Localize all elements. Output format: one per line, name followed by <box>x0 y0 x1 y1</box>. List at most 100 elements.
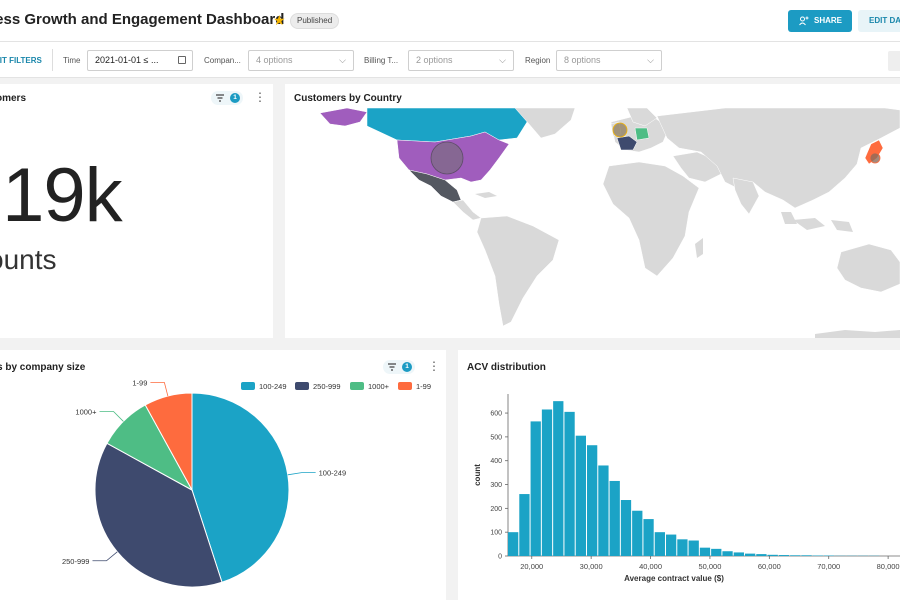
chevron-down-icon: ⌵ <box>339 55 346 65</box>
map-region-india <box>732 177 760 215</box>
pie-slice-1-99[interactable] <box>144 392 193 491</box>
x-tick-label: 50,000 <box>698 562 721 571</box>
map-region-usa-alaska <box>319 108 368 127</box>
big-number-subtitle: ounts <box>0 244 57 275</box>
share-label: SHARE <box>814 16 843 25</box>
time-filter-input[interactable]: 2021-01-01 ≤ ... <box>87 50 193 71</box>
more-filters-button[interactable] <box>888 51 900 71</box>
histogram-bar[interactable] <box>677 539 688 556</box>
histogram-bar[interactable] <box>756 554 767 556</box>
edit-dashboard-button[interactable]: EDIT DA <box>858 10 900 32</box>
world-map[interactable] <box>285 108 900 338</box>
y-tick-label: 400 <box>490 458 502 465</box>
map-region-australia <box>836 243 900 293</box>
pie-leader-line <box>99 411 124 422</box>
histogram-bar[interactable] <box>609 480 620 556</box>
edit-filters-button[interactable]: DIT FILTERS <box>0 56 42 65</box>
chevron-down-icon: ⌵ <box>647 55 654 65</box>
acv-distribution-panel: ACV distribution 0 100 200 300 400 500 600 20,0… <box>458 350 900 600</box>
share-button[interactable]: SHARE <box>788 10 852 32</box>
pie-slice-label: 250-999 <box>62 557 90 566</box>
histogram-bar[interactable] <box>575 435 586 556</box>
histogram-bar[interactable] <box>778 555 790 556</box>
map-region-france <box>616 135 638 151</box>
histogram-bar[interactable] <box>508 532 519 556</box>
acv-histogram[interactable]: 0 100 200 300 400 500 600 20,000 30,000 40,000 50,… <box>458 350 900 600</box>
filter-count-badge: 1 <box>402 362 412 372</box>
time-filter-value: 2021-01-01 ≤ ... <box>95 55 159 65</box>
histogram-bar[interactable] <box>564 411 575 556</box>
billing-filter-placeholder: 2 options <box>416 55 453 65</box>
histogram-bar[interactable] <box>744 553 756 556</box>
size-panel-title: s by company size <box>0 362 86 373</box>
y-tick-label: 600 <box>490 411 502 418</box>
legend-swatch <box>241 382 255 390</box>
y-tick-label: 200 <box>490 506 502 513</box>
legend-label[interactable]: 1000+ <box>368 382 390 391</box>
panel-filter-indicator[interactable]: 1 <box>383 360 415 374</box>
company-size-pie-chart[interactable]: 100-249 250-999 1000+ 1-99 100-249 250-999 100… <box>0 350 446 600</box>
y-tick-label: 0 <box>498 554 502 561</box>
region-filter-placeholder: 8 options <box>564 55 601 65</box>
x-tick-label: 80,000 <box>877 562 900 571</box>
legend-label[interactable]: 250-999 <box>313 382 341 391</box>
legend-label[interactable]: 1-99 <box>416 382 431 391</box>
histogram-bar[interactable] <box>665 534 677 556</box>
chevron-down-icon: ⌵ <box>499 55 506 65</box>
histogram-bar[interactable] <box>643 519 654 556</box>
map-bubble-usa <box>430 141 464 175</box>
y-tick-label: 500 <box>490 434 502 441</box>
pie-leader-line <box>92 551 118 562</box>
company-filter-select[interactable]: 4 options ⌵ <box>248 50 354 71</box>
histogram-bar[interactable] <box>722 551 733 556</box>
histogram-bar[interactable] <box>586 445 598 556</box>
more-options-icon[interactable]: ⋮ <box>254 90 266 104</box>
histogram-bar[interactable] <box>632 510 643 556</box>
calendar-icon <box>178 56 186 64</box>
panel-filter-indicator[interactable]: 1 <box>211 91 243 105</box>
y-tick-label: 100 <box>490 530 502 537</box>
histogram-bar[interactable] <box>530 421 541 556</box>
histogram-bar[interactable] <box>711 548 722 556</box>
country-map-panel: Customers by Country <box>285 84 900 338</box>
histogram-bar[interactable] <box>553 401 564 556</box>
x-tick-label: 70,000 <box>817 562 840 571</box>
x-tick-label: 40,000 <box>639 562 662 571</box>
company-filter-label: Compan... <box>204 56 241 65</box>
x-tick-label: 60,000 <box>758 562 781 571</box>
histogram-bar[interactable] <box>519 494 530 556</box>
histogram-bar[interactable] <box>767 554 778 556</box>
legend-label[interactable]: 100-249 <box>259 382 287 391</box>
billing-filter-label: Billing T... <box>364 56 399 65</box>
more-options-icon[interactable]: ⋮ <box>428 359 440 373</box>
region-filter-select[interactable]: 8 options ⌵ <box>556 50 662 71</box>
histogram-bar[interactable] <box>733 552 744 556</box>
map-bubble-japan <box>869 152 881 164</box>
pie-slice-100-249[interactable] <box>191 392 290 583</box>
status-badge: Published <box>290 13 340 29</box>
time-filter-label: Time <box>63 56 81 65</box>
map-region-africa <box>602 161 700 277</box>
histogram-bar[interactable] <box>801 555 812 556</box>
histogram-bar[interactable] <box>790 555 801 556</box>
histogram-bar[interactable] <box>654 532 665 556</box>
x-tick-label: 20,000 <box>520 562 543 571</box>
share-icon <box>799 16 809 26</box>
acv-panel-title: ACV distribution <box>467 362 546 373</box>
customers-panel: omers 1 ⋮ .19k ounts <box>0 84 273 338</box>
billing-filter-select[interactable]: 2 options ⌵ <box>408 50 514 71</box>
filter-icon <box>216 94 224 102</box>
pie-slice-250-999[interactable] <box>94 442 223 588</box>
histogram-bar[interactable] <box>620 500 632 556</box>
legend-swatch <box>295 382 309 390</box>
map-region-south-america <box>476 215 560 327</box>
map-region-middle-east <box>672 151 722 183</box>
favorite-star-icon[interactable]: ★ <box>273 12 286 28</box>
histogram-bar[interactable] <box>699 547 711 556</box>
histogram-bar[interactable] <box>598 465 609 556</box>
histogram-bar[interactable] <box>541 409 553 556</box>
histogram-bar[interactable] <box>688 540 699 556</box>
pie-slice-label: 1-99 <box>132 378 147 387</box>
legend-swatch <box>398 382 412 390</box>
customers-panel-title: omers <box>0 93 27 104</box>
